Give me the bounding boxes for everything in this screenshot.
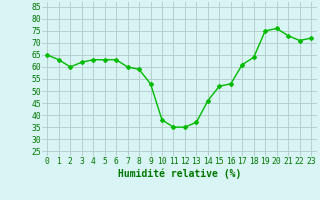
X-axis label: Humidité relative (%): Humidité relative (%) bbox=[117, 168, 241, 179]
